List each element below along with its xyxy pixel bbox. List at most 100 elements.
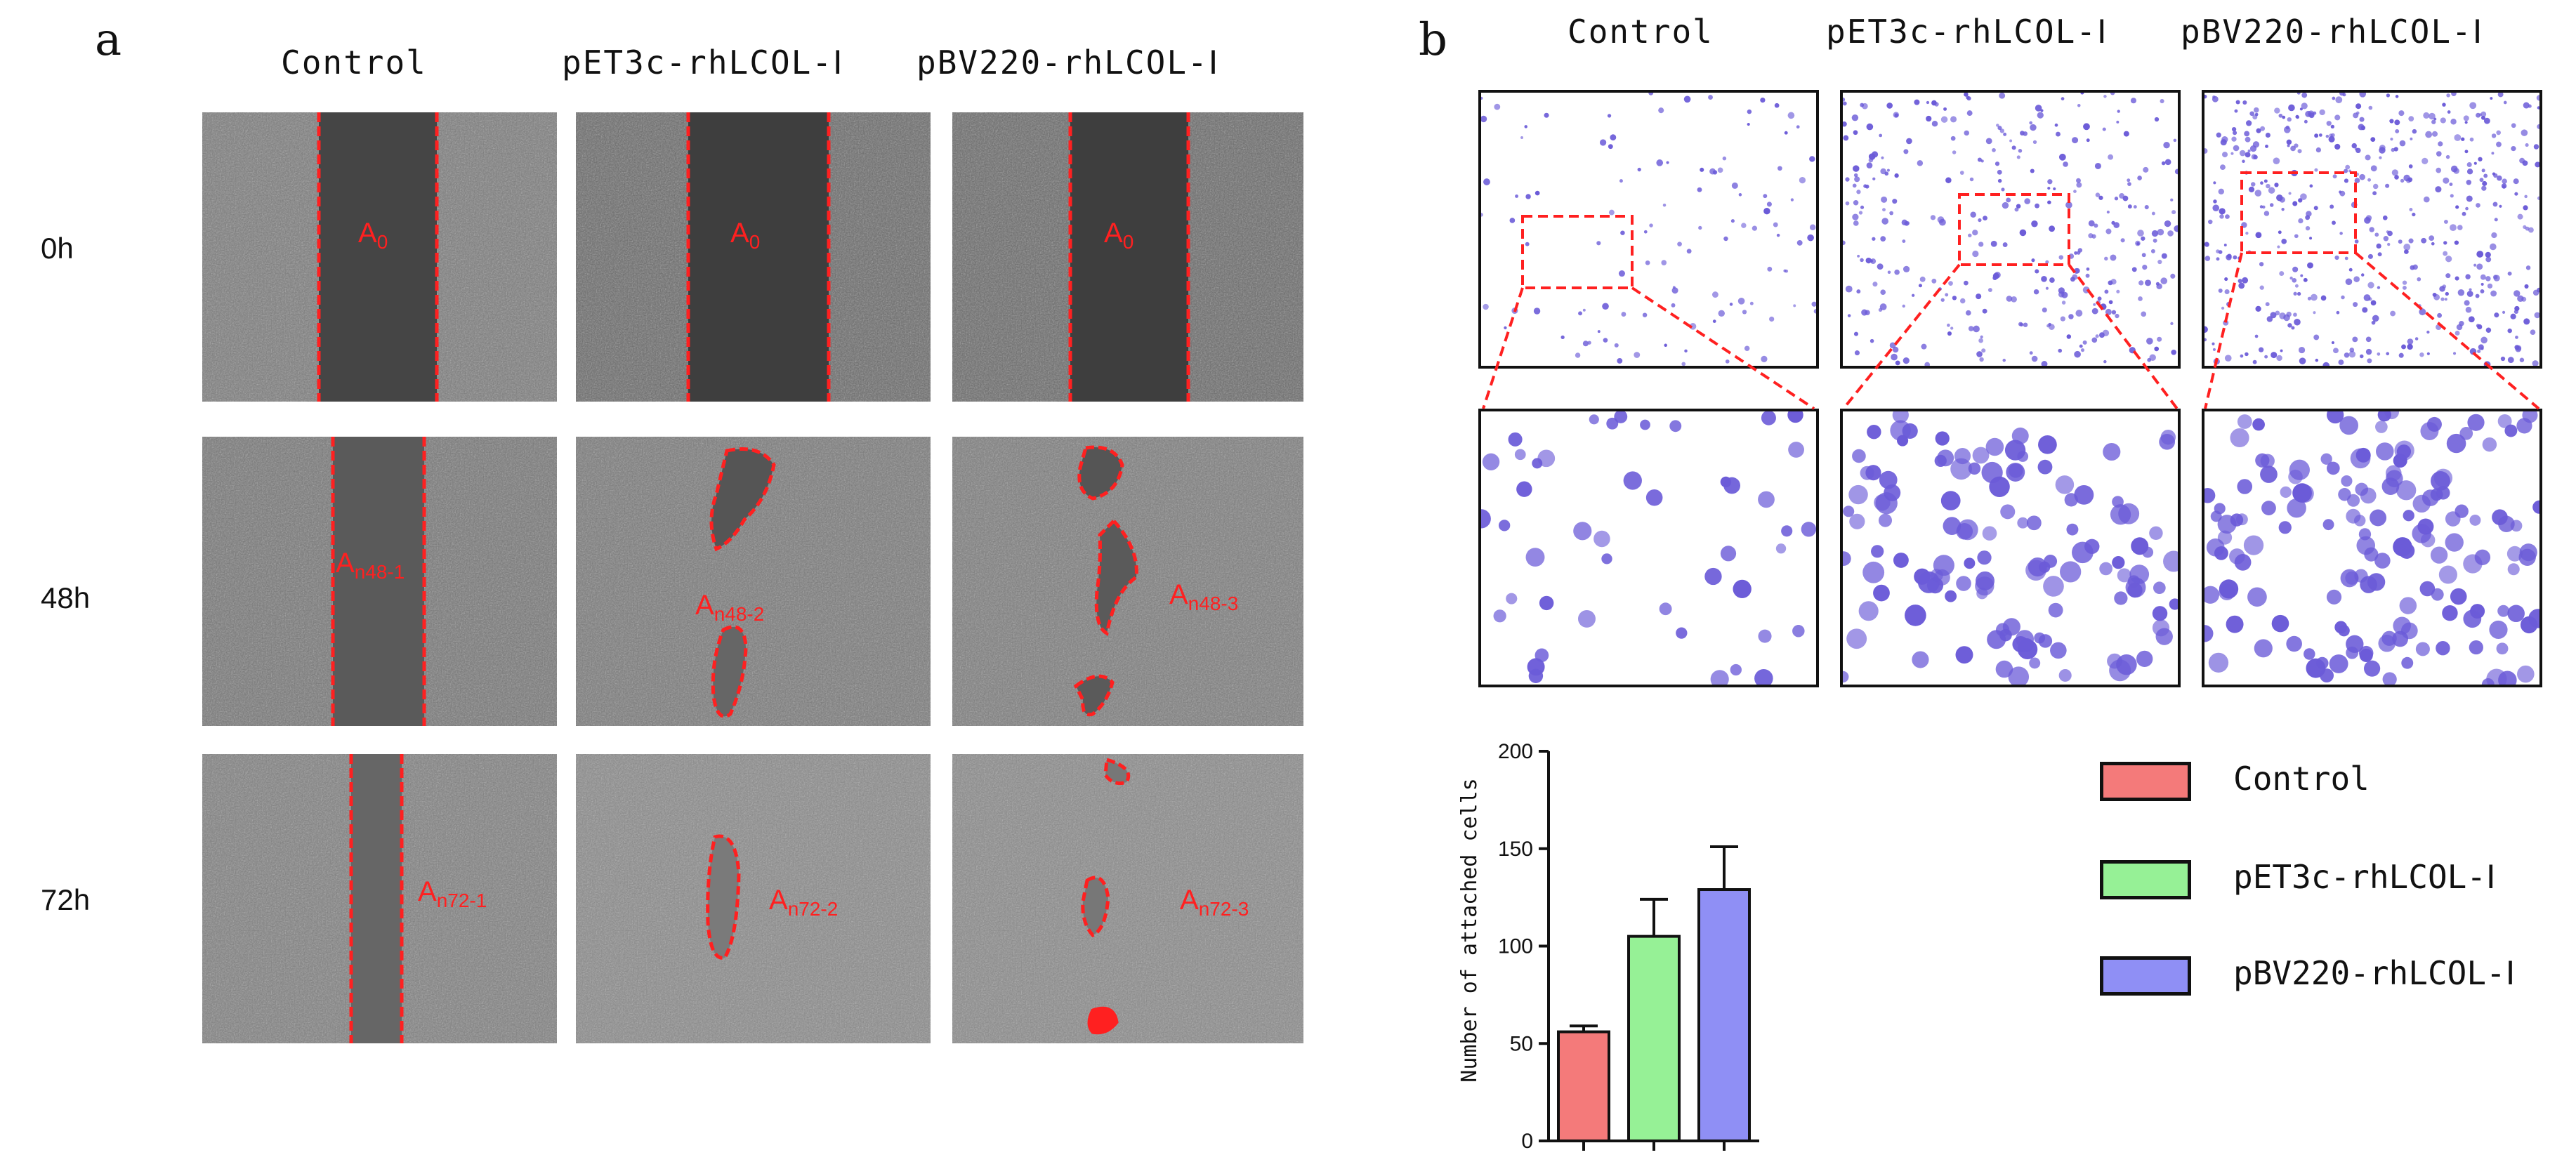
stained-cell <box>2436 151 2442 157</box>
stained-cell <box>1865 257 1872 264</box>
stained-cell <box>2204 338 2207 342</box>
stained-cell <box>2233 145 2240 152</box>
stained-cell <box>1867 425 1881 440</box>
stained-cell <box>2355 103 2362 110</box>
stained-cell <box>1985 138 1992 145</box>
stained-cell <box>2497 175 2502 181</box>
stained-cell <box>2213 181 2216 185</box>
stained-cell <box>1799 177 1806 184</box>
stained-cell <box>2371 320 2376 325</box>
stained-cell <box>1879 133 1883 138</box>
stained-cell <box>2001 187 2005 192</box>
stained-cell <box>2274 107 2280 114</box>
y-tick-label: 50 <box>1510 1032 1533 1055</box>
stained-cell <box>2451 93 2457 96</box>
stained-cell <box>1905 605 1926 626</box>
stained-cell <box>1860 205 1865 209</box>
stained-cell <box>2299 107 2303 111</box>
stained-cell <box>2058 668 2072 682</box>
stained-cell <box>2031 258 2035 263</box>
stained-cell <box>2086 138 2090 143</box>
stained-cell <box>2019 322 2024 326</box>
stained-cell <box>2238 282 2245 289</box>
stained-cell <box>1481 212 1483 217</box>
stained-cell <box>2048 602 2063 618</box>
stained-cell <box>2518 548 2536 566</box>
stained-cell <box>1919 276 1926 282</box>
stained-cell <box>2537 106 2539 110</box>
stained-cell <box>2348 350 2356 358</box>
stained-cell <box>1978 242 1984 247</box>
stained-cell <box>1718 310 1725 317</box>
stained-cell <box>1856 190 1861 194</box>
stained-cell <box>2159 433 2176 450</box>
stained-cell <box>1677 242 1682 246</box>
stained-cell <box>2464 150 2469 154</box>
stained-cell <box>1607 114 1612 118</box>
stained-cell <box>1514 449 1526 461</box>
stained-cell <box>2507 328 2512 333</box>
stained-cell <box>1737 297 1745 305</box>
stained-cell <box>2085 273 2090 278</box>
stained-cell <box>2204 94 2207 99</box>
stained-cell <box>2419 308 2426 316</box>
stained-cell <box>1933 555 1954 576</box>
stained-cell <box>2265 144 2268 148</box>
stained-cell <box>2517 213 2523 220</box>
stained-cell <box>2289 276 2293 280</box>
stained-cell <box>2252 114 2258 120</box>
stained-cell <box>2230 152 2234 155</box>
stained-cell <box>2127 575 2141 588</box>
stained-cell <box>2306 211 2312 217</box>
stained-cell <box>2030 169 2035 173</box>
stained-cell <box>1997 126 2002 131</box>
stained-cell <box>2254 190 2262 197</box>
stained-cell <box>2216 249 2220 253</box>
stained-cell <box>2260 454 2275 468</box>
stained-cell <box>1957 519 1978 541</box>
area-label-pet3c-72h: An72-2 <box>769 885 839 920</box>
stained-cell <box>2259 205 2263 209</box>
stained-cell <box>2537 124 2539 129</box>
stained-cell <box>2532 289 2539 296</box>
stained-cell <box>1573 522 1592 541</box>
stained-cell <box>1575 352 1581 358</box>
stained-cell <box>2305 110 2312 117</box>
stained-cell <box>2485 251 2491 258</box>
stained-cell <box>1787 411 1803 423</box>
stained-cell <box>2091 308 2098 315</box>
stained-cell <box>2287 498 2306 518</box>
stained-cell <box>1731 182 1738 189</box>
stained-cell <box>2259 285 2264 290</box>
stained-cell <box>2444 298 2447 301</box>
stained-cell <box>2269 203 2274 207</box>
stained-cell <box>1849 513 1865 529</box>
stained-cell <box>2137 176 2142 180</box>
stained-cell <box>1950 116 1957 123</box>
stained-cell <box>2426 352 2430 355</box>
y-tick-label: 200 <box>1498 740 1533 763</box>
stained-cell <box>2532 360 2539 366</box>
stained-cell <box>2528 227 2534 233</box>
stained-cell <box>2442 284 2447 289</box>
stained-cell <box>1801 522 1816 537</box>
stained-cell <box>2465 274 2471 279</box>
stained-cell <box>2475 293 2480 298</box>
stained-cell <box>1926 115 1932 122</box>
stained-cell <box>1853 200 1859 206</box>
stained-cell <box>1860 258 1864 263</box>
stained-cell <box>1623 471 1642 490</box>
stained-cell <box>2242 277 2249 284</box>
stained-cell <box>2503 100 2507 105</box>
stained-cell <box>2377 286 2381 289</box>
stained-cell <box>2017 517 2029 529</box>
stained-cell <box>2425 131 2433 138</box>
stained-cell <box>2093 303 2096 306</box>
stained-cell <box>1578 311 1582 316</box>
stained-cell <box>1945 293 1949 297</box>
stained-cell <box>1897 435 1909 447</box>
stained-cell <box>1640 419 1650 430</box>
stained-cell <box>2094 162 2101 169</box>
stained-cell <box>1968 326 1974 331</box>
stained-cell <box>2072 137 2079 144</box>
